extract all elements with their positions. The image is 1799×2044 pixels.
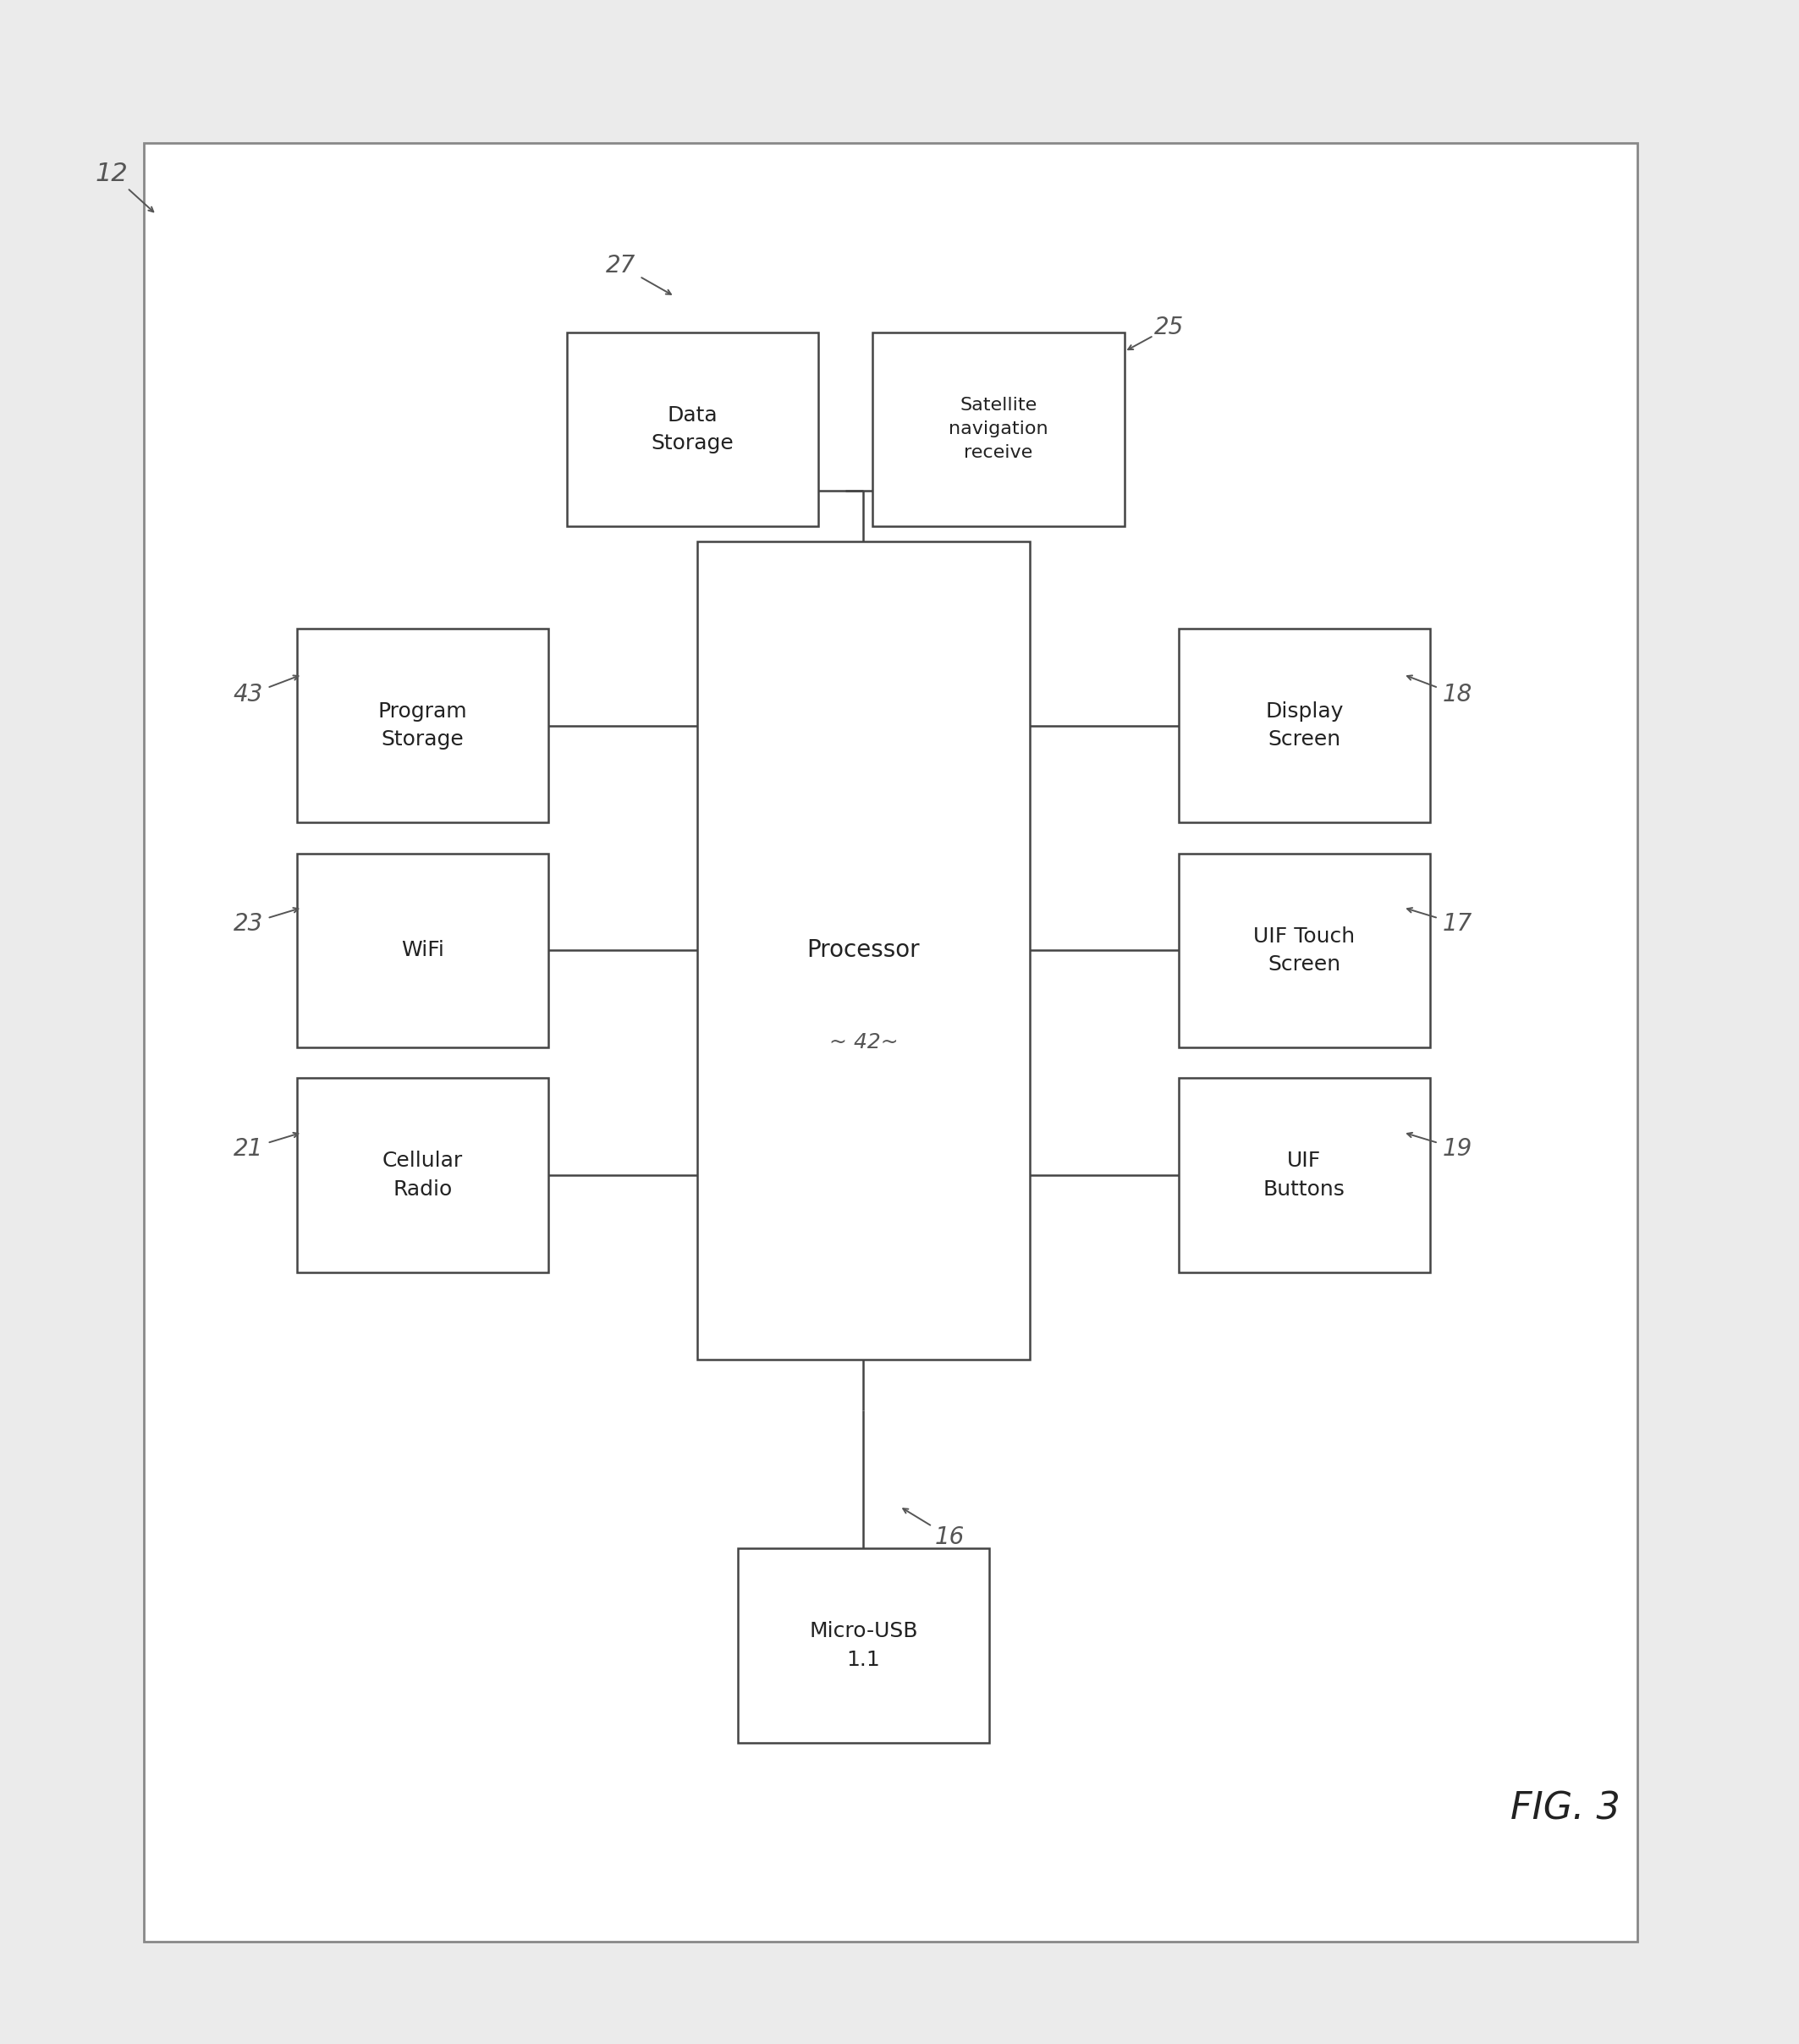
Text: 43: 43 bbox=[234, 683, 263, 707]
Text: WiFi: WiFi bbox=[401, 940, 444, 961]
Text: 23: 23 bbox=[234, 912, 263, 936]
Bar bbox=[738, 1549, 989, 1741]
Text: Processor: Processor bbox=[808, 938, 919, 963]
Text: Micro-USB
1.1: Micro-USB 1.1 bbox=[810, 1621, 917, 1670]
Text: 27: 27 bbox=[606, 253, 635, 278]
Text: 16: 16 bbox=[935, 1525, 964, 1549]
Text: Program
Storage: Program Storage bbox=[378, 701, 468, 750]
Text: ~ 42~: ~ 42~ bbox=[829, 1032, 898, 1053]
Bar bbox=[1178, 854, 1430, 1047]
Text: UIF Touch
Screen: UIF Touch Screen bbox=[1254, 926, 1355, 975]
Text: 12: 12 bbox=[95, 161, 128, 186]
Text: 19: 19 bbox=[1443, 1136, 1472, 1161]
Text: UIF
Buttons: UIF Buttons bbox=[1263, 1151, 1346, 1200]
Bar bbox=[297, 628, 549, 822]
Bar bbox=[297, 854, 549, 1047]
Text: 25: 25 bbox=[1155, 315, 1184, 339]
Bar bbox=[567, 331, 819, 525]
Text: 21: 21 bbox=[234, 1136, 263, 1161]
Bar bbox=[297, 1079, 549, 1271]
Text: Display
Screen: Display Screen bbox=[1265, 701, 1344, 750]
Text: Cellular
Radio: Cellular Radio bbox=[383, 1151, 462, 1200]
Bar bbox=[144, 143, 1637, 1942]
Text: Data
Storage: Data Storage bbox=[651, 405, 734, 454]
Bar bbox=[1178, 628, 1430, 822]
Bar bbox=[873, 331, 1124, 525]
Text: FIG. 3: FIG. 3 bbox=[1509, 1791, 1621, 1827]
Text: 17: 17 bbox=[1443, 912, 1472, 936]
Text: 18: 18 bbox=[1443, 683, 1472, 707]
Text: Satellite
navigation
receive: Satellite navigation receive bbox=[948, 397, 1049, 462]
Bar bbox=[696, 542, 1029, 1359]
Bar bbox=[1178, 1079, 1430, 1271]
